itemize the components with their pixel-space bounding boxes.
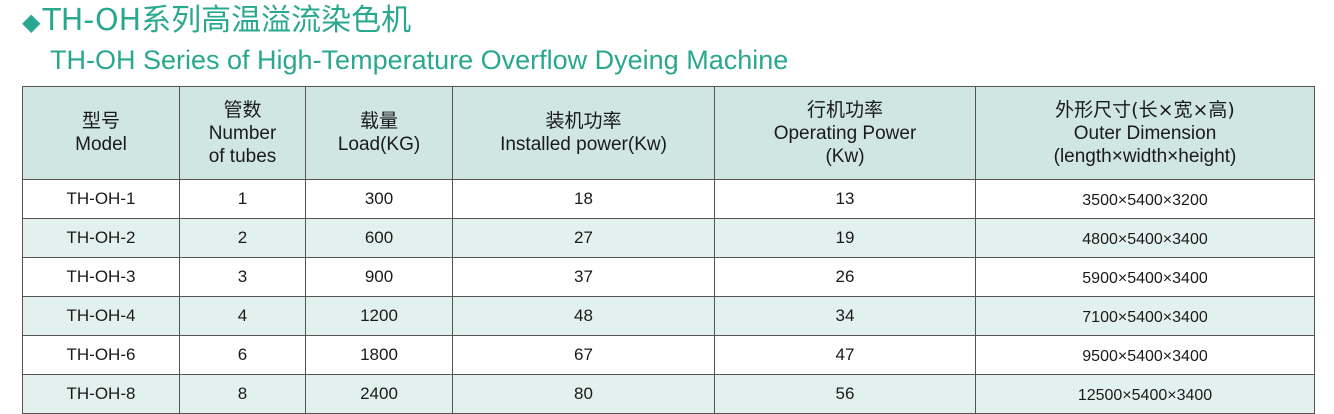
cell-dimension: 7100×5400×3400 [975,296,1315,336]
cell-operating-power: 19 [714,218,976,258]
table-row: TH-OH-4 4 1200 48 34 7100×5400×3400 [22,296,1315,336]
cell-load: 900 [305,257,453,297]
header-installed-power: 装机功率 Installed power(Kw) [452,86,715,180]
cell-model: TH-OH-4 [22,296,180,336]
header-load: 载量 Load(KG) [305,86,453,180]
cell-model: TH-OH-1 [22,179,180,219]
header-row: 型号 Model 管数 Number of tubes 载量 Load(KG) … [22,86,1315,180]
cell-tubes: 2 [179,218,306,258]
cell-installed-power: 67 [452,335,715,375]
cell-operating-power: 56 [714,374,976,414]
cell-dimension: 4800×5400×3400 [975,218,1315,258]
cell-load: 1200 [305,296,453,336]
cell-dimension: 12500×5400×3400 [975,374,1315,414]
table-row: TH-OH-6 6 1800 67 47 9500×5400×3400 [22,335,1315,375]
cell-dimension: 5900×5400×3400 [975,257,1315,297]
cell-installed-power: 27 [452,218,715,258]
header-dimension: 外形尺寸(长×宽×高) Outer Dimension (length×widt… [975,86,1315,180]
cell-load: 2400 [305,374,453,414]
cell-dimension: 3500×5400×3200 [975,179,1315,219]
cell-operating-power: 13 [714,179,976,219]
cell-tubes: 4 [179,296,306,336]
cell-model: TH-OH-2 [22,218,180,258]
cell-installed-power: 48 [452,296,715,336]
header-operating-power: 行机功率 Operating Power (Kw) [714,86,976,180]
cell-operating-power: 47 [714,335,976,375]
cell-installed-power: 18 [452,179,715,219]
title-cn-text: TH-OH系列高温溢流染色机 [42,3,412,38]
cell-installed-power: 80 [452,374,715,414]
diamond-bullet-icon: ◆ [22,8,41,36]
cell-load: 1800 [305,335,453,375]
header-model: 型号 Model [22,86,180,180]
cell-model: TH-OH-8 [22,374,180,414]
cell-model: TH-OH-3 [22,257,180,297]
cell-dimension: 9500×5400×3400 [975,335,1315,375]
cell-model: TH-OH-6 [22,335,180,375]
spec-table: 型号 Model 管数 Number of tubes 载量 Load(KG) … [22,86,1315,414]
cell-installed-power: 37 [452,257,715,297]
cell-tubes: 3 [179,257,306,297]
header-tubes: 管数 Number of tubes [179,86,306,180]
page-title-en: TH-OH Series of High-Temperature Overflo… [50,45,789,75]
cell-load: 600 [305,218,453,258]
table-row: TH-OH-1 1 300 18 13 3500×5400×3200 [22,179,1315,219]
page-title-cn: ◆TH-OH系列高温溢流染色机 [22,4,411,39]
cell-tubes: 1 [179,179,306,219]
cell-operating-power: 26 [714,257,976,297]
table-row: TH-OH-3 3 900 37 26 5900×5400×3400 [22,257,1315,297]
table-row: TH-OH-2 2 600 27 19 4800×5400×3400 [22,218,1315,258]
cell-operating-power: 34 [714,296,976,336]
cell-tubes: 6 [179,335,306,375]
cell-load: 300 [305,179,453,219]
table-row: TH-OH-8 8 2400 80 56 12500×5400×3400 [22,374,1315,414]
